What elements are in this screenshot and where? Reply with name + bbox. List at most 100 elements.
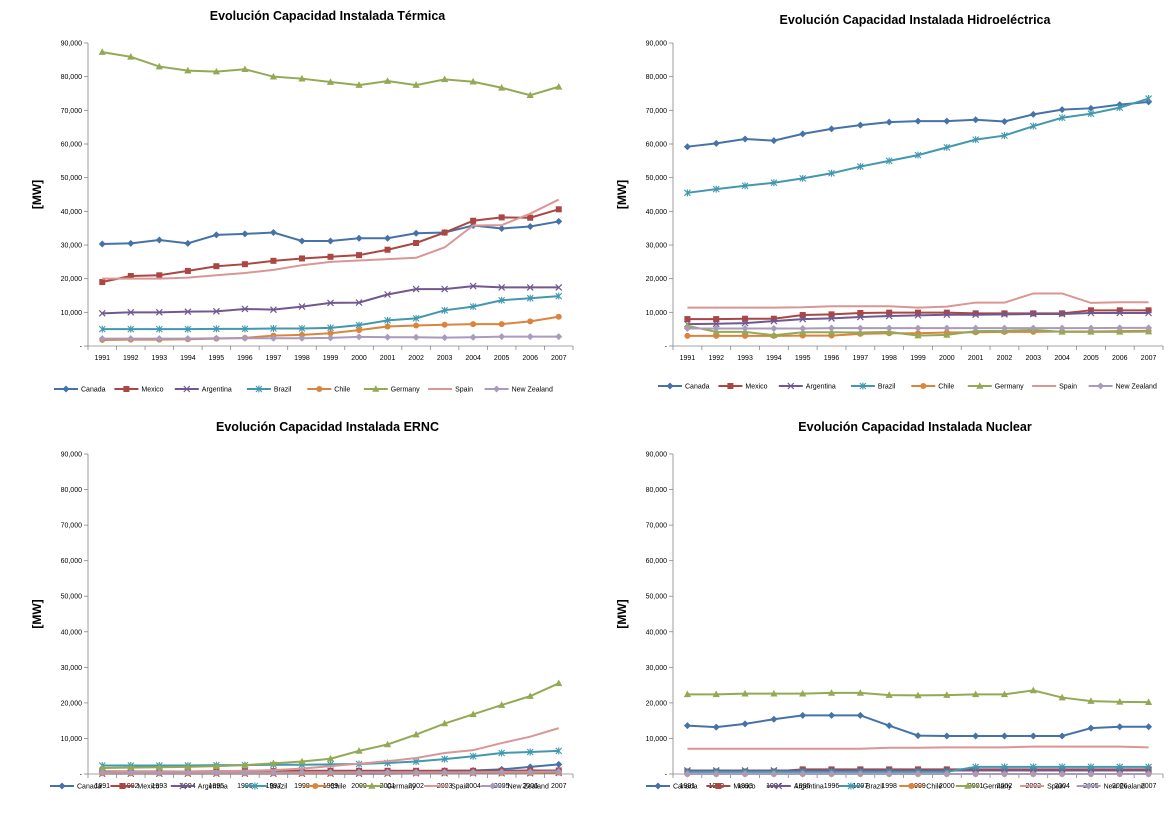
legend-item: Spain [1020, 784, 1065, 791]
data-point [914, 151, 922, 159]
y-tick-label: 70,000 [61, 108, 83, 115]
data-point [127, 763, 135, 771]
legend-item: Canada [658, 382, 710, 391]
data-point [712, 320, 720, 328]
chart-termica: Evolución Capacidad Instalada Térmica [MW… [0, 0, 585, 410]
data-point [298, 74, 306, 82]
data-point [1001, 763, 1008, 771]
legend-item: Canada [54, 385, 106, 394]
data-point [384, 768, 392, 776]
y-tick-label: - [665, 344, 668, 351]
data-point [270, 324, 277, 332]
legend-label: New Zealand [1116, 384, 1157, 391]
x-tick-label: 2000 [939, 355, 955, 362]
data-point [1000, 324, 1008, 332]
data-point [828, 711, 836, 719]
legend-label: New Zealand [508, 784, 549, 791]
legend-item: Spain [424, 784, 469, 791]
x-tick-label: 2007 [551, 783, 567, 790]
data-point [770, 689, 778, 697]
series-argentina [98, 282, 563, 317]
legend-marker [654, 782, 662, 790]
data-point [212, 231, 220, 239]
x-tick-label: 2002 [997, 355, 1013, 362]
legend-label: Canada [81, 387, 106, 394]
y-tick-label: 60,000 [646, 142, 668, 149]
data-point [1087, 110, 1095, 118]
series-line [102, 51, 560, 97]
legend-label: Germany [387, 784, 416, 791]
x-tick-label: 2002 [997, 783, 1013, 790]
data-point [498, 83, 506, 91]
series-canada [98, 217, 563, 248]
data-point [384, 323, 391, 330]
x-tick-label: 1995 [209, 783, 225, 790]
data-point [1116, 324, 1124, 332]
data-point [412, 229, 420, 237]
data-point [469, 303, 477, 311]
data-point [555, 313, 562, 320]
x-tick-label: 2000 [351, 355, 367, 362]
data-point [857, 310, 864, 317]
legend-item: Argentina [174, 385, 232, 394]
y-tick-label: 70,000 [646, 108, 668, 115]
data-point [886, 309, 893, 316]
data-point [469, 282, 477, 290]
data-point [555, 333, 563, 341]
y-tick-label: 30,000 [61, 243, 83, 250]
data-point [827, 328, 836, 335]
legend-label: Mexico [141, 387, 163, 394]
data-point [498, 214, 505, 221]
legend-marker [666, 382, 674, 390]
series-line [687, 97, 1149, 194]
data-point [184, 267, 191, 274]
data-point [155, 236, 163, 244]
data-point [943, 311, 951, 319]
legend-label: Argentina [202, 387, 232, 394]
data-point [683, 770, 691, 778]
data-point [1029, 110, 1037, 118]
data-point [241, 65, 249, 73]
x-tick-label: 2001 [380, 355, 396, 362]
series-brazil [684, 95, 1152, 197]
x-tick-label: 1995 [209, 355, 225, 362]
data-point [1116, 698, 1124, 705]
data-point [384, 234, 392, 242]
data-point [327, 768, 334, 776]
data-point [269, 759, 278, 767]
data-point [1058, 310, 1066, 318]
y-tick-label: 80,000 [61, 74, 83, 81]
x-tick-label: 2003 [1026, 355, 1042, 362]
data-point [741, 770, 749, 778]
x-tick-label: 1992 [708, 355, 724, 362]
series-canada [683, 98, 1153, 151]
data-point [1116, 763, 1124, 771]
y-tick-label: 40,000 [61, 209, 83, 216]
data-point [683, 722, 691, 730]
data-point [856, 121, 864, 129]
data-point [469, 710, 477, 718]
data-point [184, 325, 192, 333]
data-point [1116, 770, 1124, 778]
x-tick-label: 1993 [152, 355, 168, 362]
series-germany [683, 686, 1153, 705]
y-tick-label: 90,000 [61, 41, 83, 48]
data-point [1029, 732, 1037, 740]
y-tick-label: 30,000 [61, 665, 83, 672]
data-point [355, 81, 363, 88]
legend: Canada Mexico Argentina Brazil Chile Germany S… [646, 782, 1145, 791]
data-point [498, 296, 506, 304]
data-point [1001, 310, 1008, 318]
legend-item: New Zealand [1088, 382, 1157, 391]
data-point [555, 747, 563, 755]
data-point [327, 324, 334, 332]
x-tick-label: 2002 [408, 355, 424, 362]
legend-item: Chile [307, 386, 350, 394]
data-point [943, 770, 951, 778]
data-point [355, 234, 363, 242]
data-point [326, 78, 335, 85]
series-germany [683, 322, 1153, 339]
data-point [943, 143, 951, 151]
data-point [712, 723, 720, 731]
series-germany [98, 679, 563, 771]
